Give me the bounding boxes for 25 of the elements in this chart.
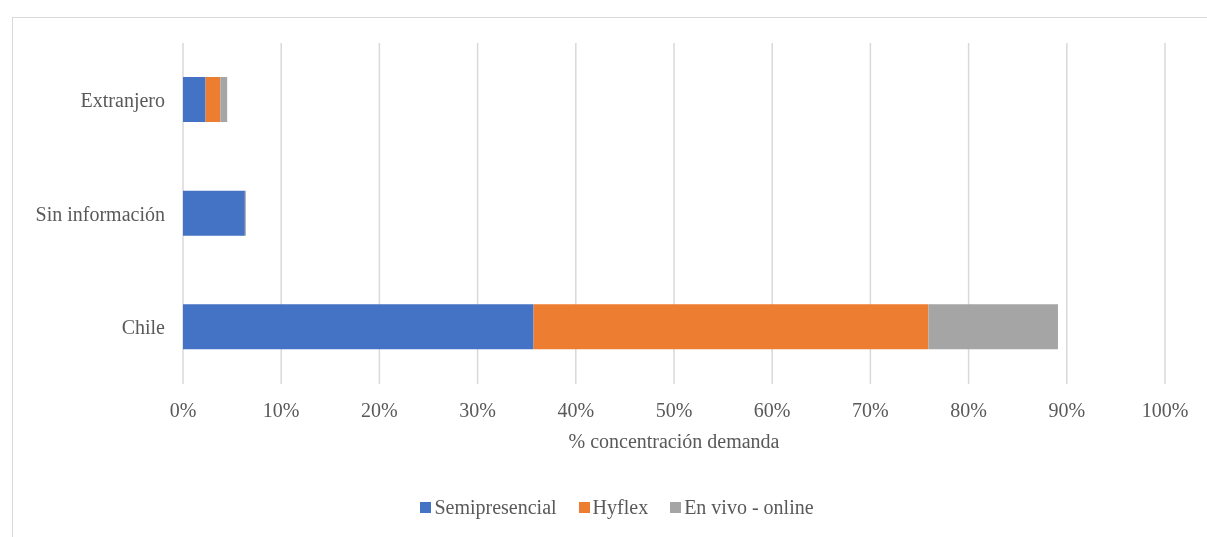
- y-tick-label: Chile: [121, 316, 166, 339]
- bar: [183, 304, 534, 350]
- bar: [205, 77, 221, 122]
- x-tick-label: 30%: [459, 399, 496, 422]
- legend-label: Hyflex: [592, 496, 649, 519]
- legend-label: Semipresencial: [434, 496, 557, 519]
- bar: [928, 304, 1058, 350]
- x-tick-label: 80%: [950, 399, 987, 422]
- x-tick-label: 90%: [1048, 399, 1086, 422]
- x-tick-label: 0%: [169, 399, 197, 422]
- x-tick-label: 100%: [1141, 399, 1189, 422]
- x-axis-title: % concentración demanda: [568, 430, 780, 452]
- bar: [183, 77, 206, 122]
- x-tick-label: 70%: [852, 399, 889, 422]
- x-tick-label: 40%: [557, 399, 595, 422]
- bar: [183, 190, 245, 236]
- y-tick-label: Sin información: [35, 202, 165, 225]
- x-tick-label: 20%: [361, 399, 398, 422]
- bar: [533, 304, 929, 350]
- legend-label: En vivo - online: [684, 496, 814, 519]
- bar: [220, 77, 228, 122]
- x-tick-label: 50%: [655, 399, 693, 422]
- x-tick-label: 10%: [262, 399, 300, 422]
- y-tick-label: Extranjero: [80, 88, 165, 112]
- x-tick-label: 60%: [753, 399, 791, 422]
